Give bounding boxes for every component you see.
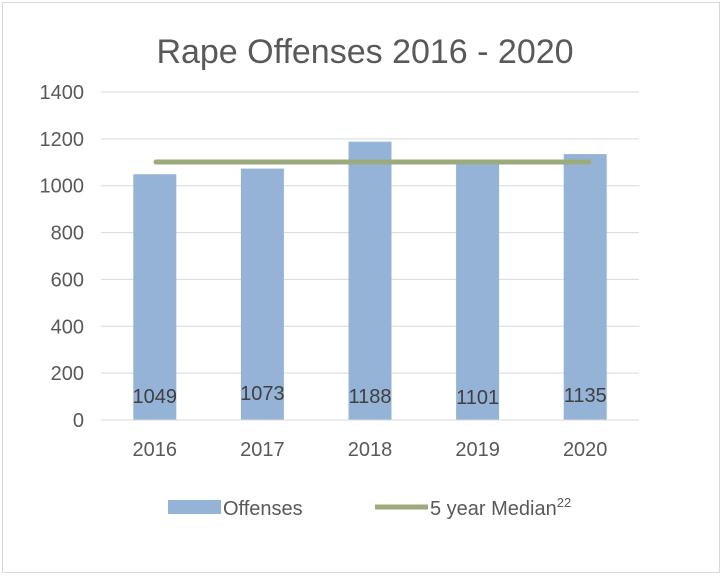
y-tick-label: 1000 — [40, 176, 85, 198]
bar-2016 — [133, 174, 177, 420]
bar-2020 — [563, 154, 607, 421]
data-label: 1073 — [240, 383, 285, 405]
x-tick-label: 2017 — [240, 439, 285, 461]
bar-2019 — [456, 162, 500, 420]
x-tick-label: 2016 — [133, 439, 178, 461]
bar-layer — [133, 141, 607, 421]
bar-2017 — [240, 168, 284, 420]
y-tick-label: 1400 — [40, 82, 85, 104]
bar-2018 — [348, 141, 392, 420]
y-tick-label: 200 — [51, 363, 84, 385]
legend-label-offenses: Offenses — [223, 498, 303, 520]
x-tick-label: 2020 — [563, 439, 608, 461]
data-label: 1049 — [133, 386, 178, 408]
chart-title: Rape Offenses 2016 - 2020 — [156, 33, 573, 71]
y-tick-label: 400 — [51, 316, 84, 338]
legend-label-median: 5 year Median22 — [430, 495, 571, 520]
y-tick-label: 0 — [73, 410, 84, 432]
y-tick-label: 1200 — [40, 129, 85, 151]
legend-swatch-offenses — [168, 500, 221, 514]
data-label: 1135 — [564, 385, 607, 407]
data-label: 1188 — [348, 386, 391, 408]
axis-layer: 0 200 400 600 800 1000 1200 1400 2016 2017 2018 201… — [40, 82, 639, 461]
legend-median-superscript: 22 — [557, 495, 571, 510]
x-tick-label: 2018 — [348, 439, 393, 461]
chart-svg: Rape Offenses 2016 - 2020 1049 1073 1188 11… — [40, 33, 639, 520]
legend-median-name: 5 year Median — [430, 498, 557, 520]
label-layer: 1049 1073 1188 1101 1135 — [133, 383, 607, 409]
legend: Offenses 5 year Median22 — [168, 495, 571, 520]
data-label: 1101 — [456, 387, 499, 409]
y-tick-label: 800 — [51, 223, 84, 245]
y-tick-label: 600 — [51, 269, 84, 291]
x-tick-label: 2019 — [455, 439, 500, 461]
